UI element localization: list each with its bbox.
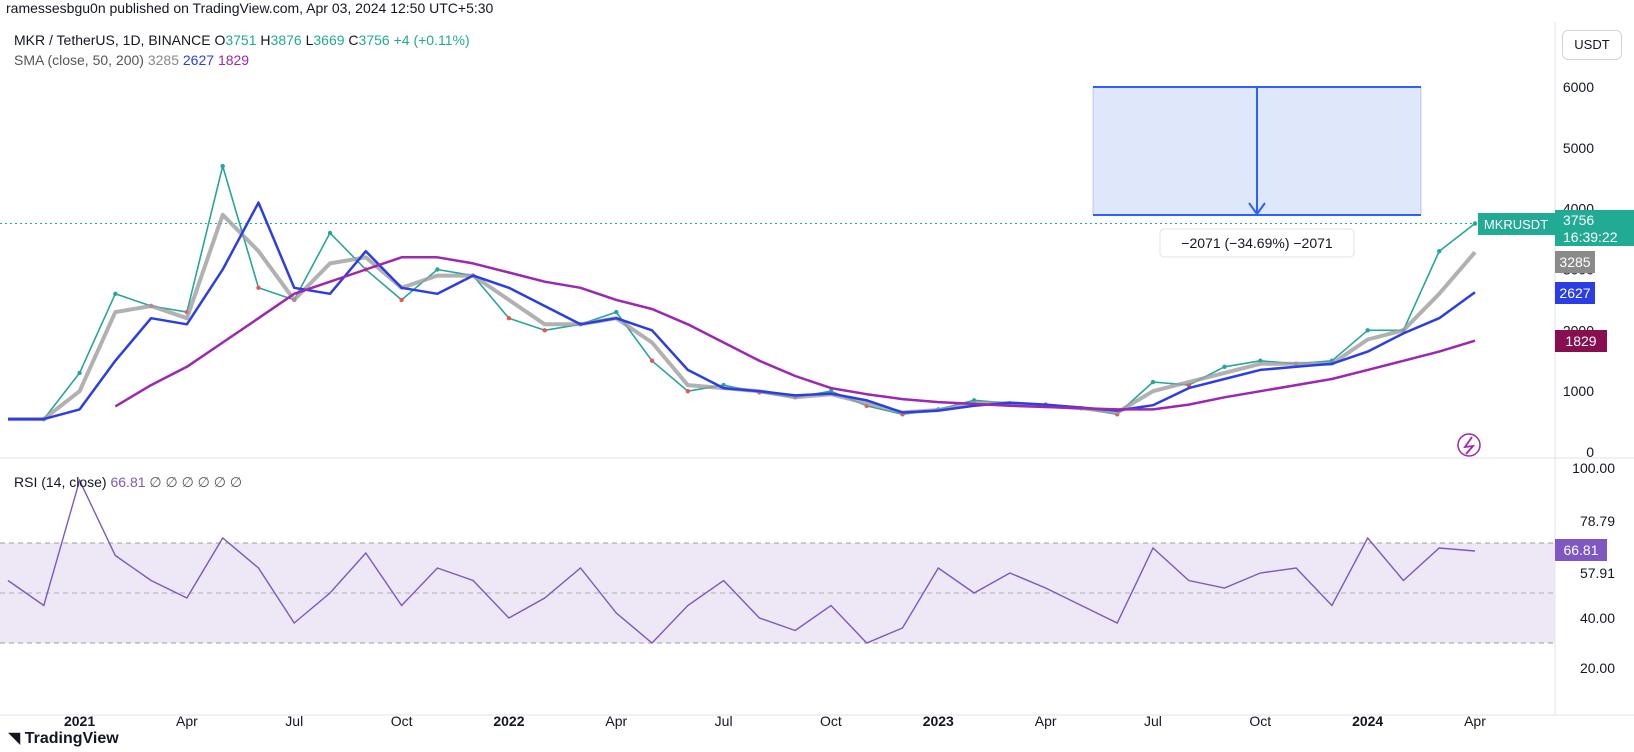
time-axis-tick: Apr (605, 713, 627, 729)
price-point (113, 291, 118, 297)
sma-close-value: 3285 (147, 52, 179, 68)
open-label: O (214, 32, 226, 48)
price-point (327, 230, 333, 236)
rsi-tag-box (1555, 539, 1607, 561)
sma200-tag-box (1555, 330, 1607, 352)
last-price-tag-box (1555, 210, 1634, 246)
price-axis-tick: 1000 (1563, 383, 1594, 399)
price-point (77, 370, 82, 376)
time-axis-tick: Jul (1144, 713, 1162, 729)
price-point (435, 267, 440, 272)
sma-label[interactable]: SMA (close, 50, 200) (14, 52, 144, 68)
tradingview-logo-icon: ◥ (8, 730, 21, 747)
price-axis-tick: 5000 (1563, 140, 1594, 156)
time-axis-tick: 2024 (1352, 713, 1383, 729)
sma-close-tag-box (1555, 251, 1595, 273)
close-label: C (348, 32, 359, 48)
time-axis-tick: Jul (715, 713, 733, 729)
symbol-line[interactable]: MKR / TetherUS, 1D, BINANCE (14, 32, 211, 48)
price-point (256, 285, 261, 290)
high-label: H (260, 32, 271, 48)
price-point (1365, 328, 1370, 333)
tradingview-logo[interactable]: ◥ TradingView (8, 728, 119, 748)
time-axis-tick: 2022 (493, 713, 524, 729)
rsi-legend: RSI (14, close) 66.81 ∅ ∅ ∅ ∅ ∅ ∅ (14, 474, 242, 491)
rsi-line (7, 478, 1476, 644)
price-point (828, 388, 834, 394)
rsi-placeholders: ∅ ∅ ∅ ∅ ∅ ∅ (149, 474, 243, 490)
measure-arrow-head (1248, 202, 1266, 216)
time-axis-tick: Jul (285, 713, 303, 729)
sma50-value: 2627 (182, 52, 215, 68)
rsi-label[interactable]: RSI (14, close) (14, 474, 107, 490)
lightning-icon-bolt (1463, 436, 1476, 455)
rsi-tag: 66.81 (1563, 542, 1598, 558)
price-point (1437, 249, 1442, 254)
time-axis-tick: Oct (820, 713, 842, 729)
high-value: 3876 (270, 32, 302, 48)
rsi-axis-tick: 20.00 (1580, 660, 1615, 676)
price-axis-tick: 0 (1586, 444, 1594, 460)
price-point (1472, 221, 1478, 226)
sma50-tag: 2627 (1559, 285, 1590, 301)
price-point (399, 297, 404, 303)
tradingview-logo-text: TradingView (24, 730, 119, 747)
sma200-line (114, 256, 1476, 411)
sma-legend: SMA (close, 50, 200) 3285 2627 1829 (14, 52, 249, 68)
countdown-tag: 16:39:22 (1563, 229, 1618, 245)
price-point (220, 163, 225, 169)
close-value: 3756 (358, 32, 390, 48)
rsi-axis-tick: 78.79 (1580, 513, 1615, 529)
rsi-axis-tick: 40.00 (1580, 610, 1615, 626)
lightning-icon[interactable] (1457, 433, 1481, 457)
rsi-value: 66.81 (110, 474, 146, 490)
price-point (1150, 379, 1156, 385)
low-label: L (305, 32, 314, 48)
sma200-value: 1829 (217, 52, 250, 68)
measure-label: −2071 (−34.69%) −2071 (1181, 235, 1333, 251)
published-line: ramessesbgu0n published on TradingView.c… (6, 0, 494, 16)
measure-label-box (1159, 228, 1355, 258)
price-point (649, 358, 655, 363)
sma-close-tag: 3285 (1559, 254, 1590, 270)
currency-button[interactable]: USDT (1562, 30, 1622, 60)
symbol-tag-box (1478, 213, 1555, 235)
sma200-tag: 1829 (1565, 333, 1596, 349)
time-axis-tick: Oct (1249, 713, 1271, 729)
time-axis-tick: Apr (1464, 713, 1486, 729)
last-price-tag: 3756 (1563, 212, 1594, 228)
price-point (1222, 364, 1227, 370)
time-axis-tick: Oct (391, 713, 413, 729)
price-axis-tick: 6000 (1563, 79, 1594, 95)
time-axis-tick: 2021 (64, 713, 95, 729)
price-point (506, 315, 512, 321)
change-value: +4 (+0.11%) (393, 32, 470, 48)
time-axis-tick: Apr (1035, 713, 1057, 729)
open-value: 3751 (225, 32, 257, 48)
sma50-line (8, 201, 1476, 421)
price-point (542, 328, 547, 333)
sma50-tag-box (1555, 282, 1595, 304)
symbol-tag: MKRUSDT (1484, 217, 1548, 232)
rsi-axis-tick: 100.00 (1572, 460, 1615, 476)
symbol-legend: MKR / TetherUS, 1D, BINANCE O3751 H3876 … (14, 32, 470, 48)
rsi-axis-tick: 57.91 (1580, 565, 1615, 581)
price-point (614, 309, 619, 315)
time-axis-tick: 2023 (923, 713, 954, 729)
low-value: 3669 (313, 32, 345, 48)
time-axis-tick: Apr (176, 713, 198, 729)
price-point (685, 388, 691, 394)
